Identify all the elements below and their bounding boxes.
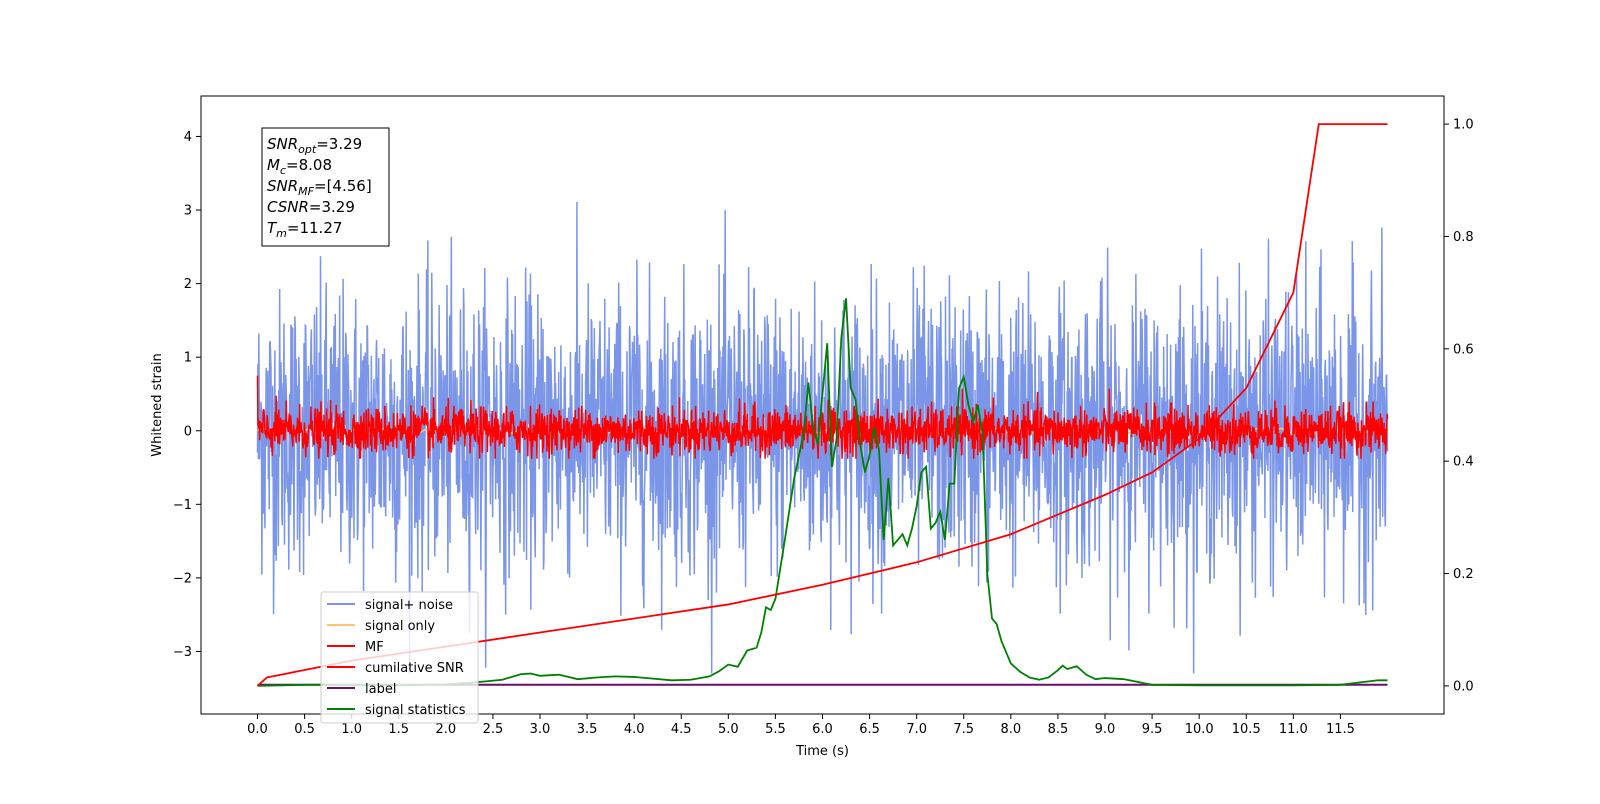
x-tick-label: 8.5 (1048, 722, 1069, 737)
x-tick-label: 6.5 (859, 722, 880, 737)
series-line-signal-statistics (257, 298, 1388, 687)
legend-label: signal only (365, 619, 435, 634)
y-axis-right: 0.0 0.2 0.4 0.6 0.8 1.0 (1444, 118, 1474, 694)
x-tick-label: 11.5 (1326, 722, 1355, 737)
y2-tick-label: 0.8 (1453, 230, 1474, 245)
y-tick-label: −1 (173, 498, 192, 513)
x-tick-label: 3.0 (530, 722, 551, 737)
x-tick-label: 11.0 (1279, 722, 1308, 737)
y-tick-label: 2 (184, 277, 192, 292)
stats-line: Mc=8.08 (267, 156, 332, 177)
legend-label: signal statistics (365, 703, 466, 718)
legend: signal+ noise signal only MF cumilative SNR… (320, 591, 479, 724)
stats-line: CSNR=3.29 (267, 198, 355, 216)
y-tick-label: −3 (173, 645, 192, 660)
y2-tick-label: 0.0 (1453, 679, 1474, 694)
x-tick-label: 0.5 (294, 722, 315, 737)
y-tick-label: 3 (184, 204, 192, 219)
x-tick-label: 9.0 (1095, 722, 1116, 737)
y-tick-label: 1 (184, 351, 192, 366)
x-axis-label: Time (s) (795, 744, 849, 759)
stats-box-frame (261, 127, 390, 247)
y-axis-left: −3 −2 −1 0 1 2 3 4 (173, 130, 201, 660)
x-tick-label: 4.5 (671, 722, 692, 737)
series-line-mf (256, 375, 1389, 459)
y-tick-label: 0 (184, 424, 192, 439)
x-tick-label: 6.0 (812, 722, 833, 737)
x-tick-label: 7.0 (906, 722, 927, 737)
y-tick-label: −2 (173, 571, 192, 586)
x-tick-label: 1.0 (341, 722, 362, 737)
x-tick-label: 7.5 (953, 722, 974, 737)
x-tick-label: 9.5 (1142, 722, 1163, 737)
y-tick-label: 4 (184, 130, 192, 145)
y-axis-label: Whitened strain (150, 353, 165, 456)
x-tick-label: 4.0 (624, 722, 645, 737)
x-tick-label: 1.5 (388, 722, 409, 737)
y2-tick-label: 0.6 (1453, 342, 1474, 357)
x-tick-label: 0.0 (247, 722, 268, 737)
legend-label: MF (365, 640, 384, 655)
x-tick-label: 10.5 (1232, 722, 1261, 737)
x-axis: 0.0 0.5 1.0 1.5 2.0 2.5 3.0 3.5 4.0 4.5 5.0 5.5 6.0 6… (247, 714, 1355, 737)
legend-label: signal+ noise (365, 598, 453, 613)
x-tick-label: 3.5 (577, 722, 598, 737)
legend-label: label (365, 682, 396, 697)
stats-line: SNRMF=[4.56] (267, 177, 372, 198)
y2-tick-label: 0.2 (1453, 567, 1474, 582)
y2-tick-label: 1.0 (1453, 118, 1474, 133)
x-tick-label: 2.0 (435, 722, 456, 737)
y2-tick-label: 0.4 (1453, 455, 1474, 470)
stats-line: SNRopt=3.29 (267, 135, 362, 156)
legend-frame (320, 591, 479, 724)
x-tick-label: 5.0 (718, 722, 739, 737)
legend-label: cumilative SNR (365, 661, 464, 676)
x-tick-label: 10.0 (1185, 722, 1214, 737)
x-tick-label: 5.5 (765, 722, 786, 737)
x-tick-label: 2.5 (483, 722, 504, 737)
stats-line: Tm=11.27 (267, 219, 342, 240)
x-tick-label: 8.0 (1000, 722, 1021, 737)
